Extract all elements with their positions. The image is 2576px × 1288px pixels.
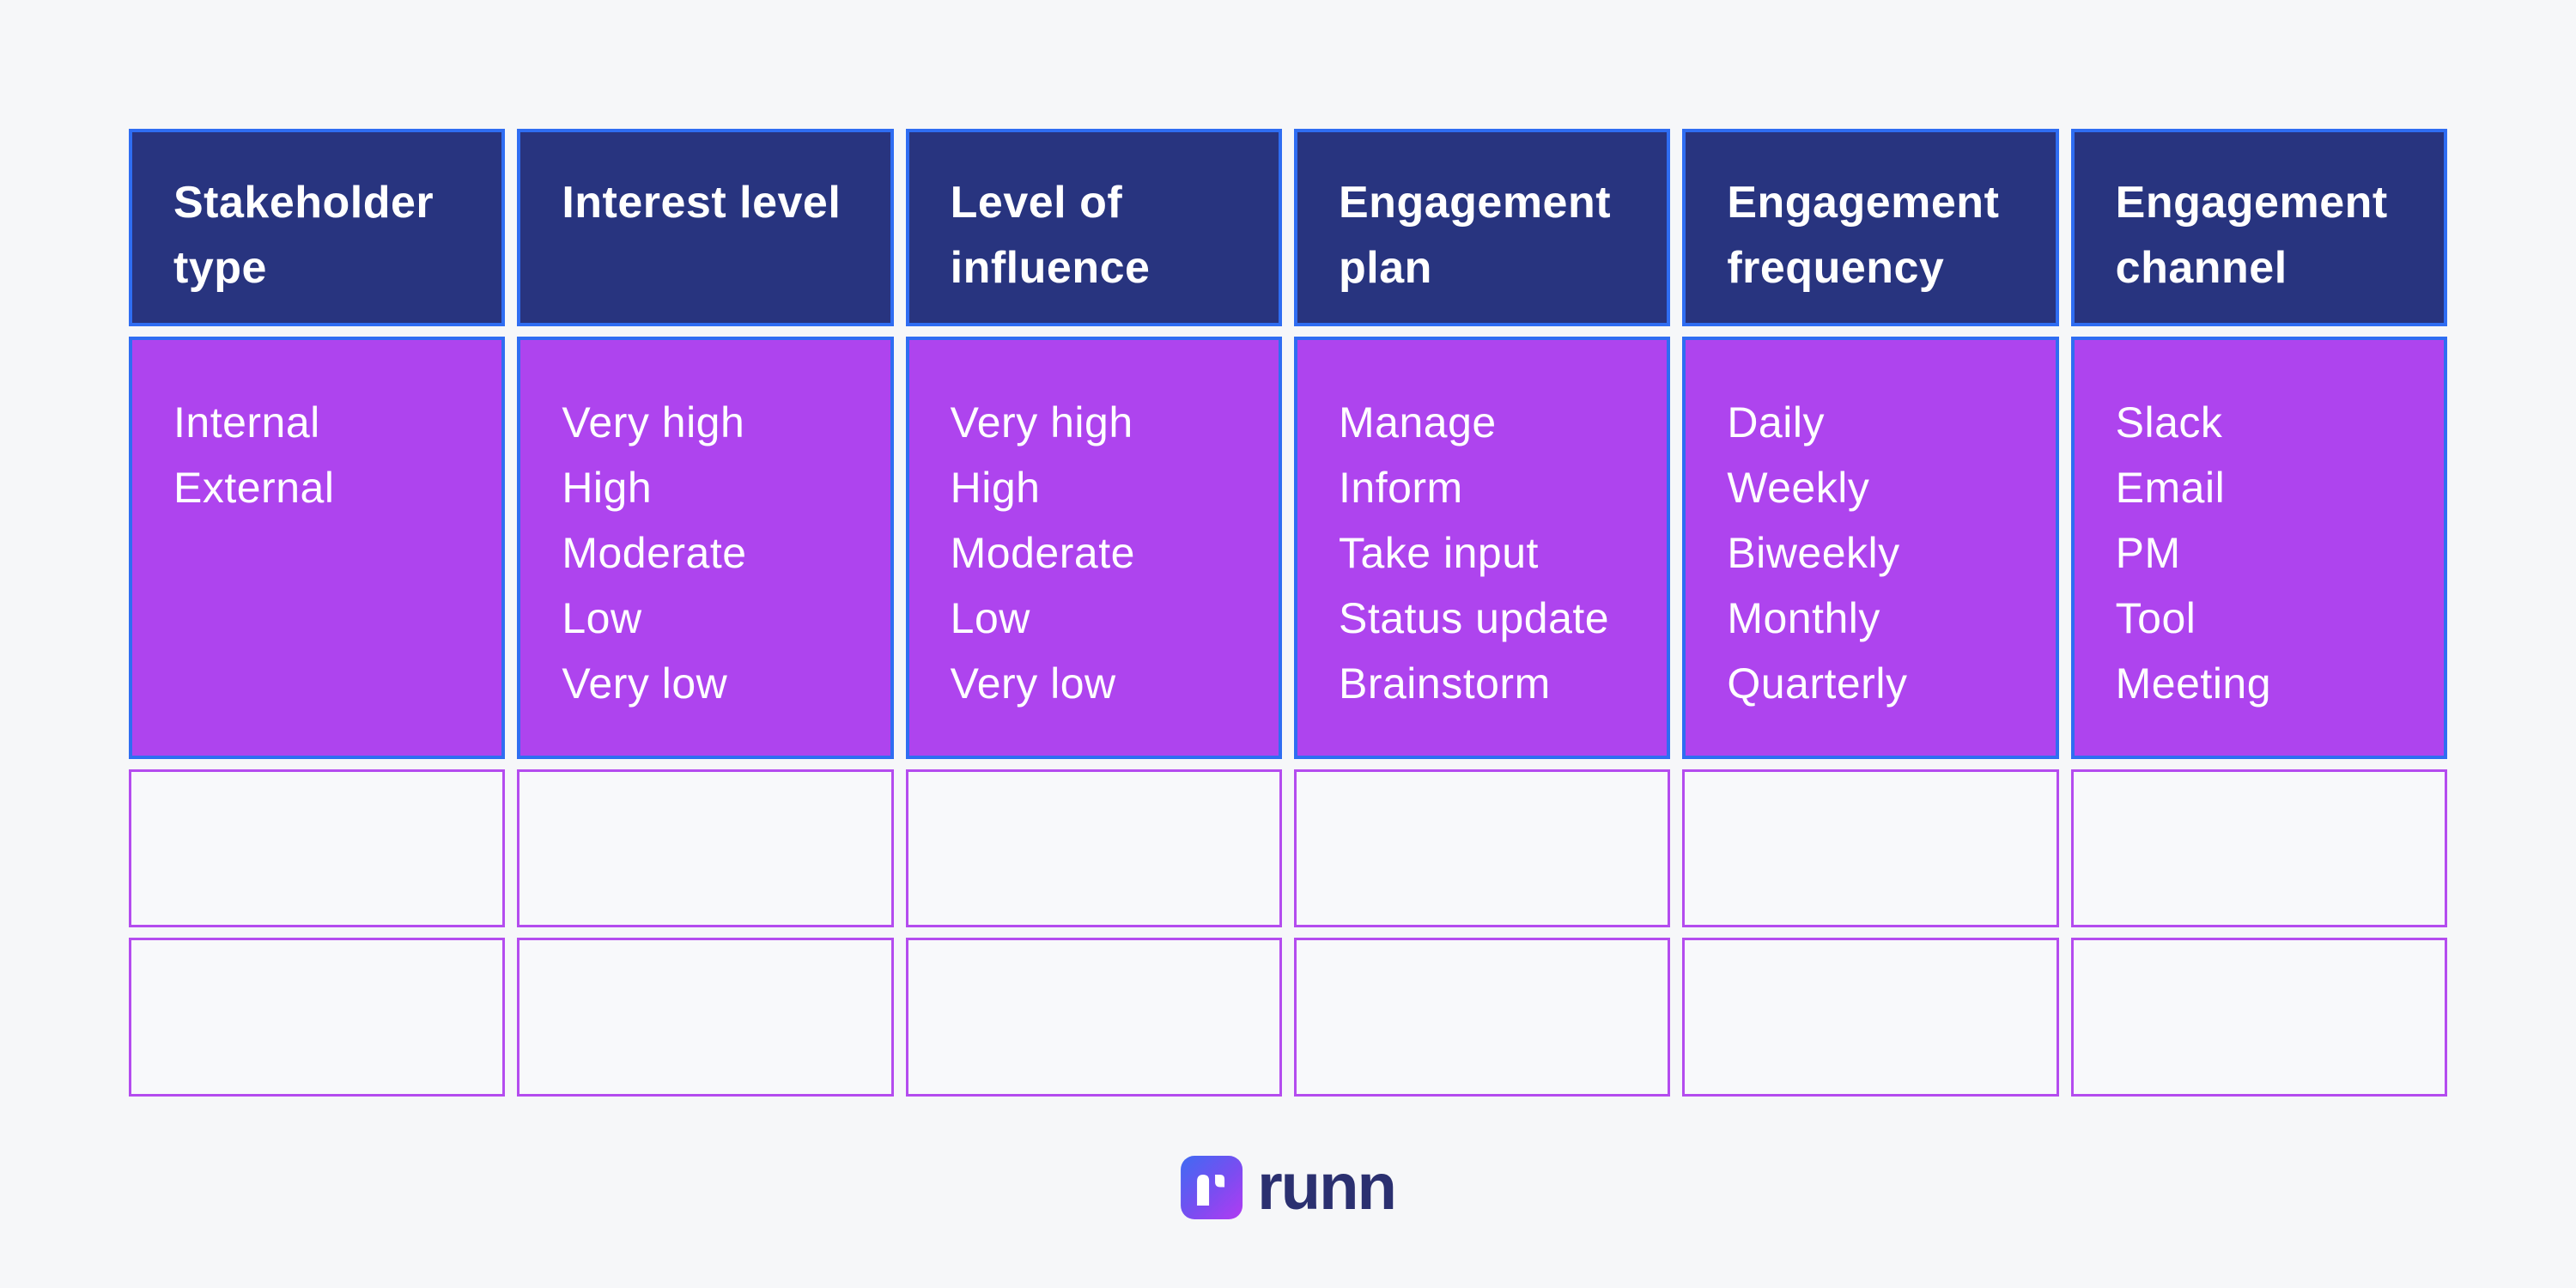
option-item: Monthly [1727,594,1880,642]
empty-input-cell-r0-c4 [1682,769,2059,927]
empty-input-cell-r1-c5 [2070,938,2447,1097]
options-cell-0: Internal External [129,337,506,759]
option-item: PM [2115,529,2181,577]
option-item: Moderate [562,529,747,577]
options-cell-2: Very high High Moderate Low Very low [905,337,1282,759]
header-label: Interest level [562,178,841,228]
option-item: Email [2115,464,2226,512]
empty-input-cell-r1-c4 [1682,938,2059,1097]
option-item: Quarterly [1727,659,1908,708]
options-cell-3: Manage Inform Take input Status update Brain… [1294,337,1671,759]
option-item: Very high [950,398,1133,447]
option-item: Low [950,594,1030,642]
option-item: Status update [1339,594,1610,642]
option-item: Slack [2115,398,2223,447]
option-item: Biweekly [1727,529,1900,577]
option-item: High [950,464,1041,512]
header-cell-1: Interest level [517,129,894,326]
option-item: High [562,464,653,512]
header-cell-2: Level of influence [905,129,1282,326]
option-item: External [173,464,335,512]
empty-input-cell-r0-c1 [517,769,894,927]
runn-logo: runn [1181,1151,1397,1224]
option-item: Very low [950,659,1116,708]
option-item: Low [562,594,642,642]
header-label: Level of influence [950,178,1151,293]
option-item: Tool [2115,594,2196,642]
option-item: Take input [1339,529,1539,577]
empty-input-cell-r1-c0 [129,938,506,1097]
empty-input-cell-r1-c3 [1294,938,1671,1097]
option-item: Inform [1339,464,1463,512]
stakeholder-table: Stakeholder type Interest level Level of i… [129,129,2447,1097]
option-item: Very low [562,659,728,708]
header-label: Engagement frequency [1727,178,2000,293]
header-label: Stakeholder type [173,178,434,293]
header-cell-0: Stakeholder type [129,129,506,326]
option-item: Internal [173,398,320,447]
options-cell-5: Slack Email PM Tool Meeting [2070,337,2447,759]
header-label: Engagement plan [1339,178,1612,293]
options-cell-1: Very high High Moderate Low Very low [517,337,894,759]
option-item: Moderate [950,529,1135,577]
options-cell-4: Daily Weekly Biweekly Monthly Quarterly [1682,337,2059,759]
option-item: Manage [1339,398,1497,447]
option-item: Very high [562,398,745,447]
header-cell-3: Engagement plan [1294,129,1671,326]
empty-input-cell-r1-c2 [905,938,1282,1097]
option-item: Weekly [1727,464,1870,512]
option-item: Brainstorm [1339,659,1551,708]
header-cell-4: Engagement frequency [1682,129,2059,326]
empty-input-cell-r0-c2 [905,769,1282,927]
empty-input-cell-r0-c0 [129,769,506,927]
empty-input-cell-r0-c3 [1294,769,1671,927]
empty-input-cell-r0-c5 [2070,769,2447,927]
runn-logo-icon [1181,1156,1243,1219]
header-label: Engagement channel [2115,178,2388,293]
option-item: Meeting [2115,659,2272,708]
option-item: Daily [1727,398,1825,447]
empty-input-cell-r1-c1 [517,938,894,1097]
runn-logo-wordmark: runn [1257,1151,1397,1224]
header-cell-5: Engagement channel [2070,129,2447,326]
